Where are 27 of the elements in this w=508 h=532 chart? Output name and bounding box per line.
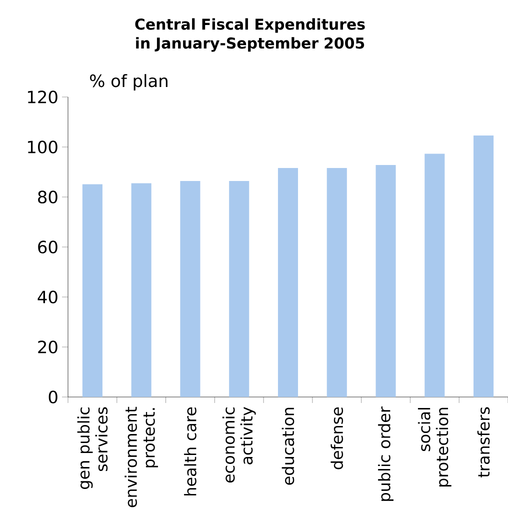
- bar: [82, 184, 102, 397]
- bar: [474, 136, 494, 397]
- chart-title: Central Fiscal Expenditures in January-September 2005: [135, 18, 365, 52]
- x-tick-label: economic activity: [222, 406, 256, 483]
- y-axis-title: % of plan: [90, 74, 168, 90]
- y-tick-label: 20: [38, 340, 58, 354]
- y-tick-label: 80: [38, 190, 58, 204]
- bar: [424, 154, 445, 397]
- bar: [326, 168, 347, 397]
- bar: [131, 183, 152, 397]
- y-tick-label: 120: [28, 90, 58, 104]
- bar: [278, 168, 298, 397]
- x-tick-label: defense: [330, 407, 344, 470]
- x-tick-label: social protection: [418, 408, 452, 486]
- x-tick-label: health care: [184, 407, 196, 496]
- x-tick-label: education: [282, 408, 294, 485]
- x-tick-label: gen public services: [77, 407, 108, 489]
- x-tick-label: environment protect.: [124, 406, 158, 508]
- y-tick-label: 100: [28, 140, 58, 154]
- y-tick-label: 0: [48, 390, 58, 404]
- y-tick-label: 40: [38, 290, 58, 304]
- bar: [180, 181, 200, 397]
- bar: [229, 181, 250, 397]
- bar: [376, 165, 396, 397]
- y-tick-label: 60: [38, 240, 58, 254]
- x-tick-label: transfers: [477, 407, 490, 478]
- x-tick-label: public order: [378, 406, 394, 501]
